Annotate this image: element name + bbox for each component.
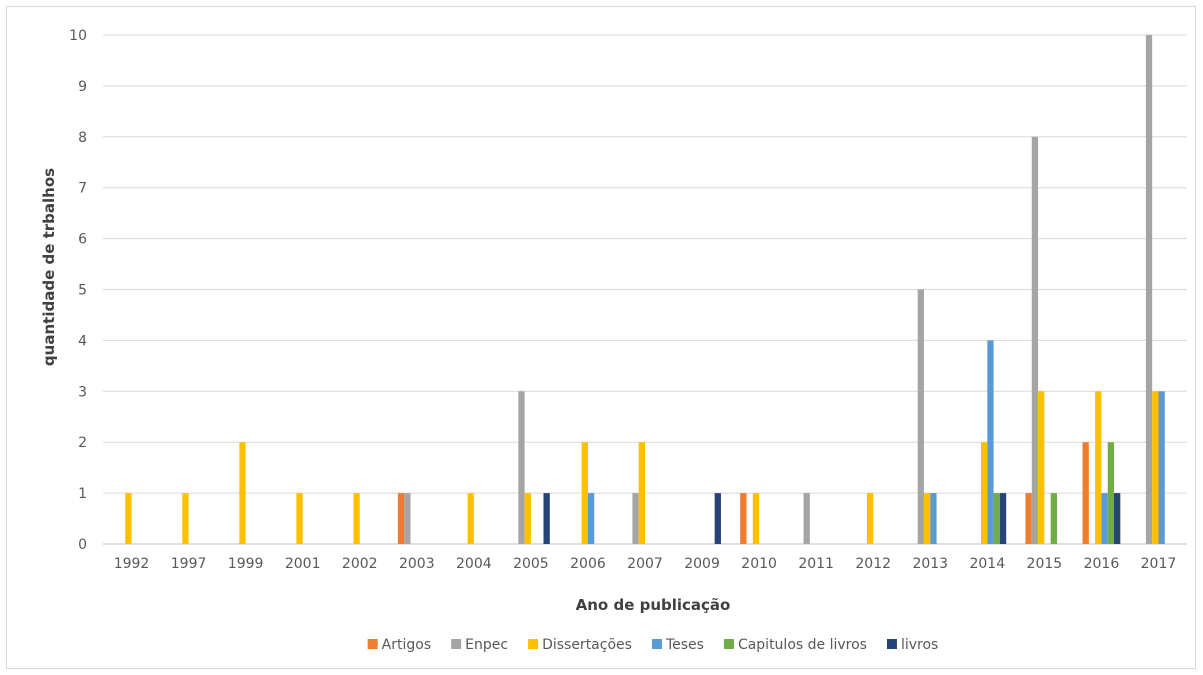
x-tick-label: 1997 [171, 556, 207, 572]
bar [524, 493, 531, 544]
x-tick-label: 2007 [627, 556, 663, 572]
x-tick-label: 2013 [912, 556, 948, 572]
legend-item: Dissertações [528, 637, 632, 653]
bar [632, 493, 639, 544]
legend-item: Artigos [367, 637, 431, 653]
legend: Artigos Enpec Dissertações Teses Capitulos d… [367, 637, 938, 653]
y-tick-label: 4 [78, 333, 87, 349]
y-tick-label: 5 [78, 283, 87, 299]
bar [543, 493, 550, 544]
x-tick-label: 2017 [1141, 556, 1177, 572]
x-tick-label: 2014 [969, 556, 1005, 572]
legend-item: Enpec [451, 637, 508, 653]
y-axis-title: quantidade de trbalhos [40, 168, 58, 366]
y-tick-label: 6 [78, 232, 87, 248]
x-tick-label: 2003 [399, 556, 435, 572]
x-tick-label: 2016 [1084, 556, 1120, 572]
legend-item: Teses [651, 637, 704, 653]
x-tick-label: 2005 [513, 556, 549, 572]
bar [1107, 442, 1115, 544]
y-tick-label: 3 [78, 384, 87, 400]
legend-swatch [651, 639, 662, 649]
legend-label: Artigos [382, 637, 431, 653]
legend-item: livros [886, 637, 938, 653]
x-tick-label: 2010 [741, 556, 777, 572]
bar [1031, 136, 1039, 545]
legend-item: Capitulos de livros [723, 637, 867, 653]
bar [1101, 493, 1108, 544]
bar [1025, 493, 1032, 544]
x-axis-title: Ano de publicação [576, 596, 731, 614]
bar [993, 493, 1000, 544]
bar [397, 493, 405, 544]
bar [518, 391, 525, 544]
bar [1050, 493, 1057, 544]
y-tick-label: 10 [69, 28, 87, 44]
bar [1095, 391, 1102, 544]
y-tick-label: 0 [78, 537, 87, 553]
x-tick-label: 1992 [114, 556, 150, 572]
bar [714, 493, 721, 544]
bar [467, 493, 474, 544]
x-tick-label: 2002 [342, 556, 378, 572]
x-tick-label: 2001 [285, 556, 321, 572]
legend-swatch [723, 639, 734, 649]
bar [1158, 391, 1165, 544]
legend-swatch [451, 639, 462, 649]
legend-label: Capitulos de livros [738, 637, 867, 653]
bar [404, 493, 411, 544]
x-tick-label: 2006 [570, 556, 606, 572]
x-tick-label: 2004 [456, 556, 492, 572]
bar [581, 442, 588, 544]
bar [981, 442, 988, 544]
legend-label: Enpec [465, 637, 508, 653]
bar [1114, 493, 1121, 544]
x-tick-label: 2011 [798, 556, 834, 572]
bar [182, 493, 189, 544]
gridlines [103, 34, 1187, 545]
x-axis: 1992 1997 1999 2001 2002 2003 2004 2005 2006 2007… [114, 556, 1177, 572]
bar [1152, 391, 1159, 544]
y-axis: 0 1 2 3 4 5 6 7 8 9 10 [69, 28, 87, 553]
bar [1145, 35, 1153, 544]
chart-container: 1992 1997 1999 2001 2002 2003 2004 2005 2006 2007… [6, 6, 1196, 669]
x-tick-label: 2015 [1027, 556, 1063, 572]
bar [999, 493, 1007, 544]
y-tick-label: 8 [78, 130, 87, 146]
x-tick-label: 2009 [684, 556, 720, 572]
bar [239, 442, 246, 544]
legend-label: livros [901, 637, 938, 653]
x-tick-label: 1999 [228, 556, 264, 572]
y-tick-label: 1 [78, 486, 87, 502]
legend-swatch [528, 639, 539, 649]
bar [923, 493, 931, 544]
bar [1082, 442, 1089, 544]
bars [125, 35, 1165, 545]
x-tick-label: 2012 [855, 556, 891, 572]
bar [866, 493, 874, 544]
bar [353, 493, 360, 544]
bar [917, 289, 924, 544]
bar [740, 493, 747, 544]
y-tick-label: 2 [78, 435, 87, 451]
bar-chart: 1992 1997 1999 2001 2002 2003 2004 2005 2006 2007… [40, 28, 1187, 653]
bar [752, 493, 760, 544]
y-tick-label: 7 [78, 181, 87, 197]
bar [638, 442, 645, 544]
y-tick-label: 9 [78, 79, 87, 95]
bar [803, 493, 810, 544]
legend-swatch [886, 639, 897, 649]
bar [987, 340, 994, 544]
legend-label: Teses [665, 637, 704, 653]
legend-swatch [367, 639, 378, 649]
bar [587, 493, 595, 544]
bar [1038, 391, 1045, 544]
bar [296, 493, 303, 544]
bar [930, 493, 937, 544]
bar [125, 493, 132, 544]
legend-label: Dissertações [542, 637, 632, 653]
